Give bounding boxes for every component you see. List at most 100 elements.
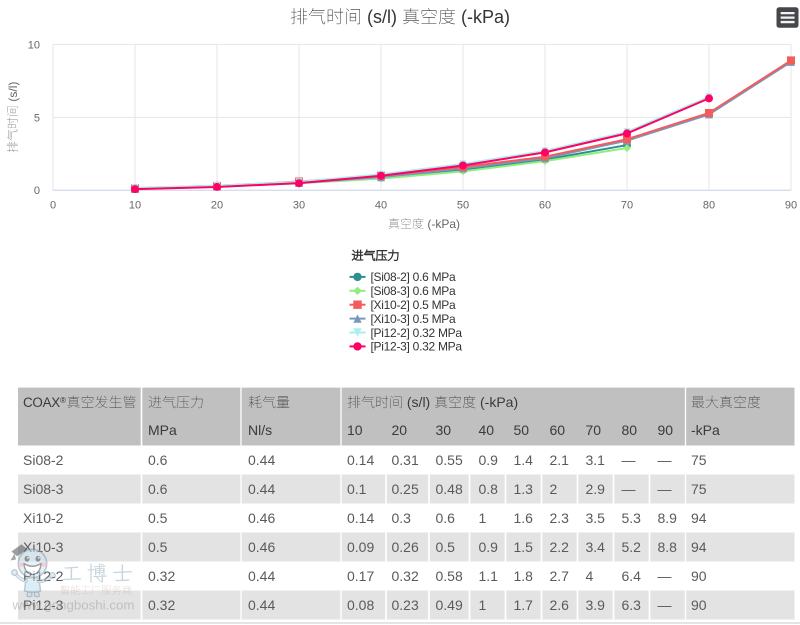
svg-text:0.14: 0.14 [347, 452, 374, 468]
svg-text:30: 30 [293, 200, 305, 212]
svg-text:MPa: MPa [148, 422, 177, 438]
svg-text:—: — [622, 452, 636, 468]
svg-text:70: 70 [586, 422, 602, 438]
svg-text:3.1: 3.1 [586, 452, 606, 468]
svg-text:2.2: 2.2 [550, 539, 570, 555]
svg-text:1.6: 1.6 [514, 510, 534, 526]
svg-text:(-kPa): (-kPa) [476, 394, 518, 410]
svg-text:10: 10 [129, 200, 141, 212]
svg-text:6.4: 6.4 [622, 568, 642, 584]
svg-text:(-kPa): (-kPa) [424, 217, 460, 231]
svg-text:94: 94 [691, 539, 707, 555]
svg-text:75: 75 [691, 481, 707, 497]
svg-text:0.46: 0.46 [248, 510, 275, 526]
svg-text:Si08-2: Si08-2 [23, 452, 64, 468]
svg-text:—: — [658, 452, 672, 468]
svg-text:90: 90 [658, 422, 674, 438]
svg-text:10: 10 [347, 422, 363, 438]
svg-text:1: 1 [479, 597, 487, 613]
svg-text:0.5: 0.5 [436, 539, 456, 555]
svg-text:60: 60 [550, 422, 566, 438]
svg-text:90: 90 [691, 568, 707, 584]
svg-text:Xi10-2: Xi10-2 [23, 510, 64, 526]
svg-text:[Si08-2] 0.6 MPa: [Si08-2] 0.6 MPa [371, 270, 457, 284]
svg-text:50: 50 [514, 422, 530, 438]
svg-text:[Pi12-3] 0.32 MPa: [Pi12-3] 0.32 MPa [371, 340, 463, 354]
svg-text:0.44: 0.44 [248, 568, 275, 584]
svg-text:0.55: 0.55 [436, 452, 463, 468]
svg-text:0.1: 0.1 [347, 481, 367, 497]
svg-text:0.5: 0.5 [148, 539, 168, 555]
svg-text:(-kPa): (-kPa) [456, 7, 510, 27]
svg-text:1: 1 [479, 510, 487, 526]
svg-text:2.9: 2.9 [586, 481, 606, 497]
svg-text:5.3: 5.3 [622, 510, 642, 526]
svg-text:www.gongboshi.com: www.gongboshi.com [12, 598, 135, 613]
svg-text:3.5: 3.5 [586, 510, 606, 526]
svg-text:(s/l): (s/l) [362, 7, 402, 27]
svg-text:0.17: 0.17 [347, 568, 374, 584]
svg-text:5: 5 [34, 112, 40, 124]
svg-text:0.31: 0.31 [392, 452, 419, 468]
svg-text:0.8: 0.8 [479, 481, 499, 497]
svg-text:0.46: 0.46 [248, 539, 275, 555]
svg-text:0.14: 0.14 [347, 510, 374, 526]
svg-text:(s/l): (s/l) [6, 82, 20, 105]
svg-text:30: 30 [436, 422, 452, 438]
svg-text:1.8: 1.8 [514, 568, 534, 584]
svg-text:Nl/s: Nl/s [248, 422, 272, 438]
svg-text:2.3: 2.3 [550, 510, 570, 526]
svg-text:40: 40 [479, 422, 495, 438]
svg-text:80: 80 [703, 200, 715, 212]
svg-text:0.49: 0.49 [436, 597, 463, 613]
svg-text:0.23: 0.23 [392, 597, 419, 613]
svg-text:2.6: 2.6 [550, 597, 570, 613]
svg-text:0.32: 0.32 [148, 568, 175, 584]
svg-text:0.08: 0.08 [347, 597, 374, 613]
svg-text:80: 80 [622, 422, 638, 438]
svg-text:0.5: 0.5 [148, 510, 168, 526]
svg-text:[Xi10-2] 0.5 MPa: [Xi10-2] 0.5 MPa [371, 298, 457, 312]
svg-text:0.6: 0.6 [148, 481, 168, 497]
svg-text:Si08-3: Si08-3 [23, 481, 64, 497]
svg-text:0.3: 0.3 [392, 510, 412, 526]
svg-text:0.32: 0.32 [148, 597, 175, 613]
svg-text:[Si08-3] 0.6 MPa: [Si08-3] 0.6 MPa [371, 284, 457, 298]
svg-text:8.9: 8.9 [658, 510, 678, 526]
svg-text:0.44: 0.44 [248, 481, 275, 497]
svg-text:90: 90 [691, 597, 707, 613]
svg-text:3.4: 3.4 [586, 539, 606, 555]
svg-text:70: 70 [621, 200, 633, 212]
svg-text:4: 4 [586, 568, 594, 584]
svg-text:COAX: COAX [23, 395, 60, 410]
svg-text:1.1: 1.1 [479, 568, 499, 584]
svg-text:10: 10 [28, 39, 40, 51]
svg-text:90: 90 [785, 200, 797, 212]
svg-text:0.9: 0.9 [479, 539, 499, 555]
svg-text:1.5: 1.5 [514, 539, 534, 555]
svg-text:1.4: 1.4 [514, 452, 534, 468]
svg-text:®: ® [60, 396, 66, 405]
svg-text:6.3: 6.3 [622, 597, 642, 613]
svg-text:0.9: 0.9 [479, 452, 499, 468]
svg-text:2: 2 [550, 481, 558, 497]
svg-text:60: 60 [539, 200, 551, 212]
svg-text:-kPa: -kPa [691, 422, 720, 438]
svg-text:2.1: 2.1 [550, 452, 570, 468]
svg-text:0.48: 0.48 [436, 481, 463, 497]
svg-text:0: 0 [34, 185, 40, 197]
svg-text:2.7: 2.7 [550, 568, 570, 584]
svg-text:—: — [658, 568, 672, 584]
svg-text:8.8: 8.8 [658, 539, 678, 555]
svg-text:5.2: 5.2 [622, 539, 642, 555]
svg-text:0.09: 0.09 [347, 539, 374, 555]
svg-text:1.3: 1.3 [514, 481, 534, 497]
svg-text:3.9: 3.9 [586, 597, 606, 613]
svg-text:0.58: 0.58 [436, 568, 463, 584]
svg-text:(s/l): (s/l) [403, 394, 434, 410]
svg-text:40: 40 [375, 200, 387, 212]
svg-text:—: — [658, 481, 672, 497]
svg-text:0.26: 0.26 [392, 539, 419, 555]
svg-text:0.6: 0.6 [148, 452, 168, 468]
svg-text:1.7: 1.7 [514, 597, 534, 613]
